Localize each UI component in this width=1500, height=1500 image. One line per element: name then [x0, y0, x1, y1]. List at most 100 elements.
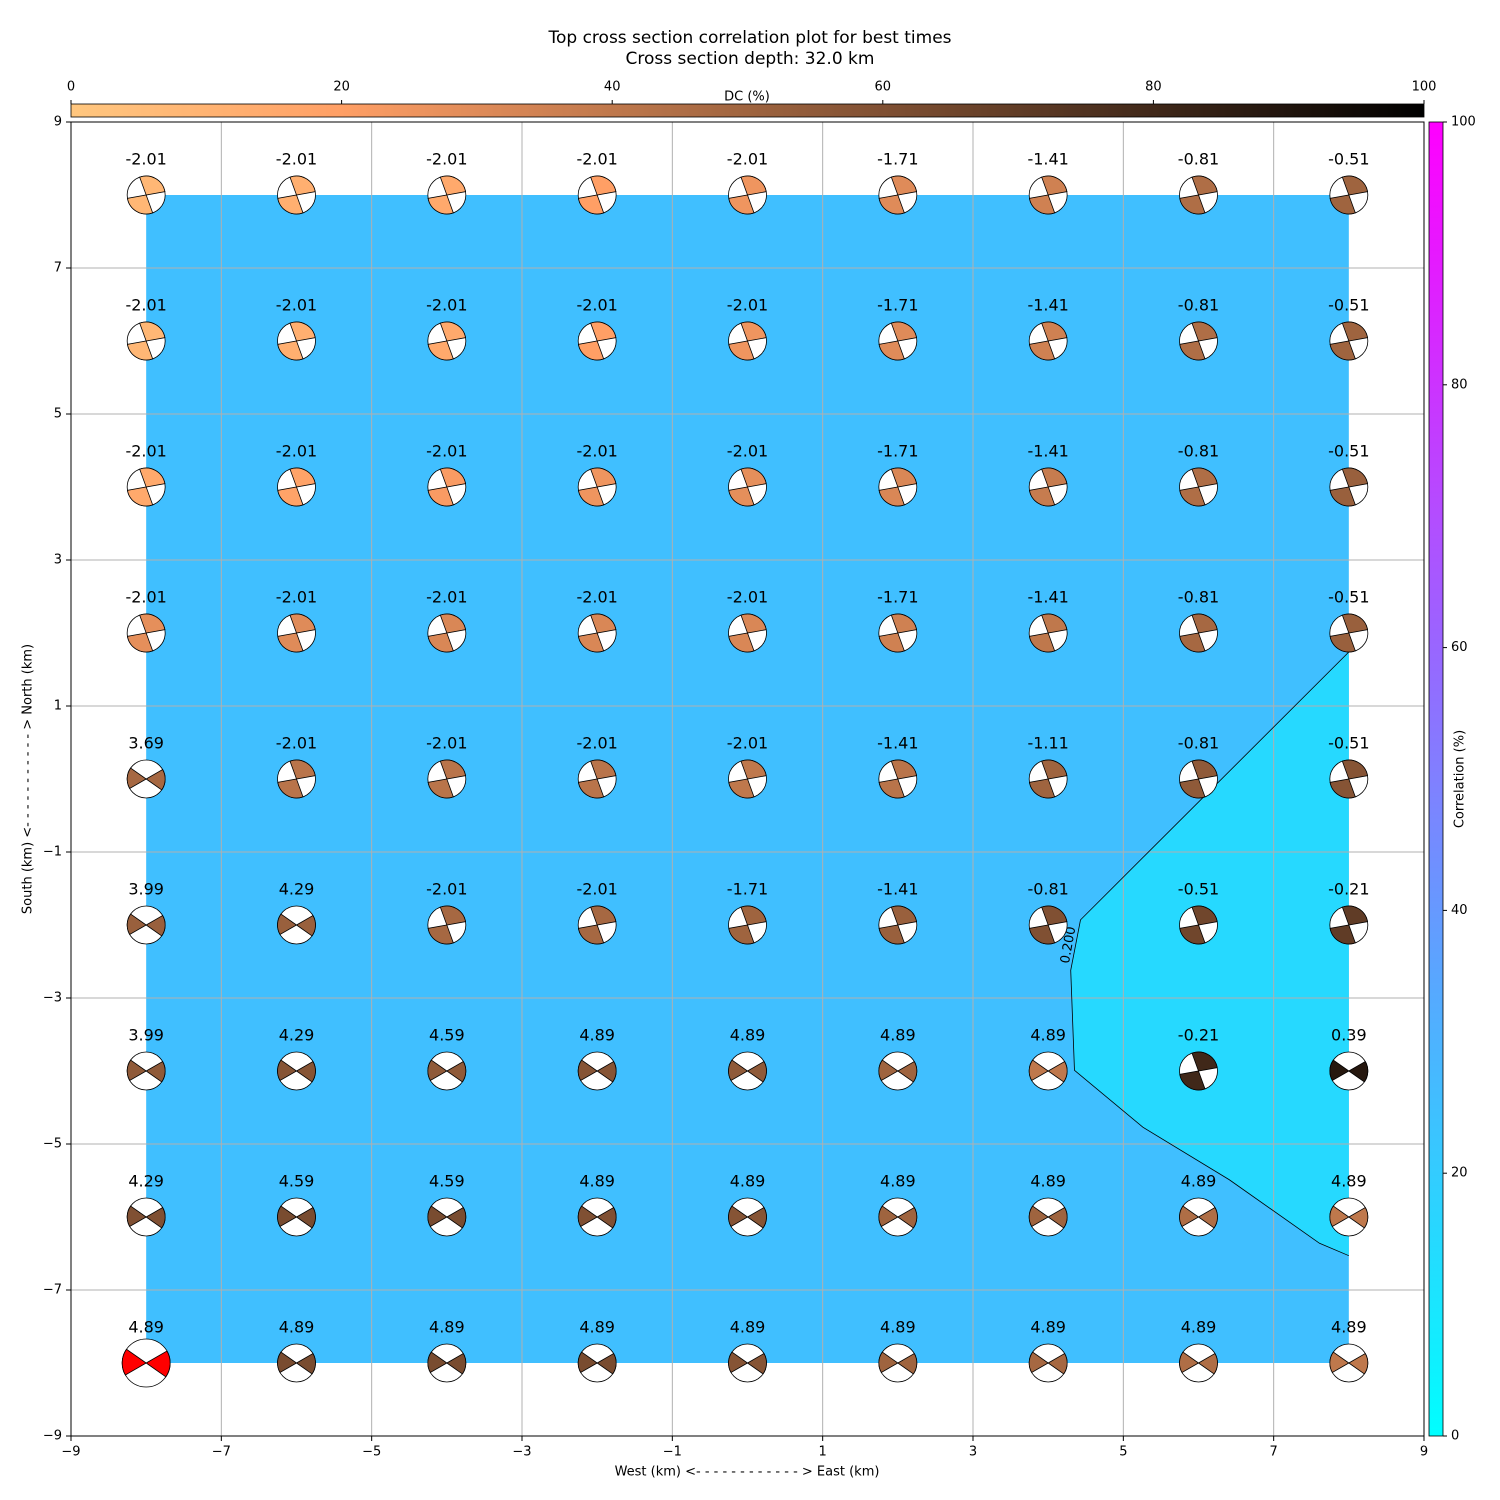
beachball-quadrant: [878, 632, 905, 653]
beachball: [427, 759, 467, 799]
point-label: -0.51: [1328, 296, 1369, 315]
beachball-quadrant: [289, 613, 316, 634]
dc-colorbar: [70, 103, 1425, 118]
beachball-quadrant: [728, 340, 755, 361]
beachball-quadrant: [878, 1205, 899, 1228]
beachball: [427, 321, 467, 361]
beachball-quadrant: [295, 1060, 316, 1083]
point-label: 4.89: [880, 1318, 916, 1337]
point-label: -1.71: [877, 588, 918, 607]
beachball-quadrant: [590, 759, 617, 780]
point-label: 4.89: [1181, 1172, 1217, 1191]
point-label: -2.01: [276, 442, 317, 461]
point-label: 4.89: [579, 1318, 615, 1337]
x-tick-label: 3: [969, 1445, 977, 1460]
point-label: -2.01: [426, 442, 467, 461]
beachball: [728, 759, 767, 799]
beachball-quadrant: [1179, 194, 1206, 215]
point-label: -1.11: [1027, 734, 1068, 753]
beachball: [878, 905, 918, 945]
point-label: -2.01: [125, 150, 166, 169]
beachball-quadrant: [145, 1206, 166, 1229]
y-axis-label: South (km) <- - - - - - - - - - - > Nort…: [21, 644, 36, 914]
point-label: -2.01: [576, 588, 617, 607]
beachball-quadrant: [1041, 905, 1068, 926]
point-label: 4.89: [730, 1318, 766, 1337]
beachball-quadrant: [126, 767, 147, 790]
beachball-quadrant: [577, 1205, 598, 1228]
beachball-quadrant: [728, 486, 755, 507]
beachball-quadrant: [1341, 467, 1369, 488]
beachball-quadrant: [878, 486, 905, 507]
dc-tick-label: 100: [1412, 80, 1437, 95]
beachball-quadrant: [740, 175, 767, 196]
point-label: -2.01: [576, 880, 617, 899]
beachball-quadrant: [740, 613, 767, 634]
point-label: -0.51: [1328, 588, 1369, 607]
beachball-quadrant: [1329, 1351, 1350, 1374]
beachball-quadrant: [439, 467, 467, 488]
beachball-quadrant: [746, 1352, 767, 1375]
beachball-quadrant: [295, 914, 316, 937]
beachball: [1179, 1051, 1218, 1091]
beachball-quadrant: [590, 905, 617, 926]
beachball-quadrant: [1041, 759, 1068, 780]
beachball-quadrant: [277, 1205, 298, 1228]
beachball-quadrant: [126, 632, 154, 653]
beachball: [277, 467, 316, 507]
point-label: 4.29: [128, 1172, 164, 1191]
beachball: [1329, 1343, 1369, 1383]
beachball: [728, 613, 767, 653]
beachball-quadrant: [596, 1060, 617, 1083]
point-label: -2.01: [576, 296, 617, 315]
beachball: [277, 175, 316, 215]
beachball-quadrant: [1191, 467, 1218, 488]
beachball-quadrant: [1191, 613, 1218, 634]
beachball-quadrant: [1047, 1206, 1068, 1229]
beachball-quadrant: [277, 778, 304, 799]
beachball-quadrant: [289, 321, 316, 342]
beachball: [277, 1343, 316, 1383]
beachball: [1028, 175, 1068, 215]
y-tick-label: 3: [54, 553, 62, 568]
corr-tick-label: 80: [1451, 377, 1468, 392]
beachball: [1329, 1051, 1369, 1091]
beachball-quadrant: [590, 467, 617, 488]
beachball: [1028, 905, 1068, 945]
x-tick-label: −5: [362, 1445, 381, 1460]
beachball-quadrant: [728, 194, 755, 215]
y-tick-label: −7: [43, 1283, 62, 1298]
beachball-quadrant: [1329, 924, 1356, 945]
beachball: [277, 1197, 316, 1237]
beachball-quadrant: [878, 340, 905, 361]
x-tick-label: 1: [819, 1445, 827, 1460]
beachball-quadrant: [878, 778, 905, 799]
beachball: [1329, 321, 1369, 361]
point-label: -1.71: [877, 296, 918, 315]
point-label: -2.01: [576, 150, 617, 169]
point-label: -2.01: [727, 442, 768, 461]
beachball: [577, 1051, 617, 1091]
beachball-quadrant: [145, 768, 166, 791]
beachball: [577, 905, 617, 945]
beachball-quadrant: [728, 1059, 749, 1082]
beachball: [1028, 613, 1068, 653]
beachball-quadrant: [126, 340, 154, 361]
corr-tick-label: 60: [1451, 640, 1468, 655]
beachball-quadrant: [1179, 632, 1206, 653]
point-label: -0.81: [1178, 588, 1219, 607]
point-label: -2.01: [125, 442, 166, 461]
point-label: -0.51: [1328, 442, 1369, 461]
beachball: [577, 321, 617, 361]
beachball: [1028, 1051, 1068, 1091]
point-label: -2.01: [276, 588, 317, 607]
beachball: [427, 467, 467, 507]
beachball: [878, 175, 918, 215]
beachball-quadrant: [878, 924, 905, 945]
point-label: -0.81: [1027, 880, 1068, 899]
point-label: 4.89: [730, 1172, 766, 1191]
point-label: 4.89: [880, 1172, 916, 1191]
beachball-quadrant: [897, 1206, 918, 1229]
point-label: 4.89: [1030, 1318, 1066, 1337]
